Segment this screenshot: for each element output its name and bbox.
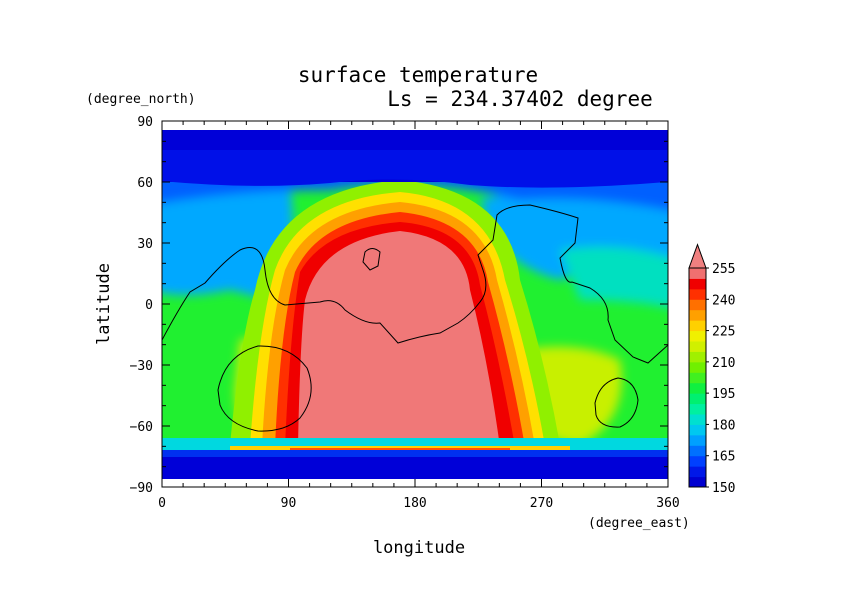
colorbar-tick-label: 225 (712, 325, 735, 340)
heatmap-field (162, 130, 668, 479)
colorbar-tick-label: 150 (712, 481, 735, 496)
colorbar-tick-label: 195 (712, 387, 735, 402)
y-tick-label: 90 (137, 115, 153, 130)
field-polar-edge-red (290, 448, 510, 451)
colorbar-swatch (689, 403, 706, 415)
colorbar-swatch (689, 320, 706, 332)
colorbar-swatch (689, 361, 706, 373)
field-north-cap-edge (162, 150, 668, 188)
chart-title: surface temperature (298, 63, 538, 87)
y-tick-label: −90 (130, 481, 153, 496)
colorbar-tick-label: 180 (712, 418, 735, 433)
colorbar-swatch (689, 351, 706, 363)
colorbar-swatch (689, 330, 706, 342)
contour-island-north (362, 248, 381, 271)
x-tick-label: 0 (158, 496, 166, 511)
axis-ticks (161, 120, 669, 488)
colorbar-swatch (689, 372, 706, 384)
colorbar (688, 243, 707, 488)
x-axis-label: longitude (373, 538, 465, 558)
colorbar-swatch (689, 434, 706, 446)
chart-subtitle: Ls = 234.37402 degree (387, 87, 653, 111)
y-tick-label: −60 (130, 420, 153, 435)
colorbar-swatch (689, 466, 706, 478)
y-unit-label: (degree_north) (86, 92, 196, 107)
colorbar-swatch (689, 476, 706, 488)
colorbar-tick-label: 210 (712, 356, 735, 371)
colorbar-swatch (689, 341, 706, 352)
contour-argyre (217, 345, 312, 432)
y-tick-label: 0 (145, 298, 153, 313)
colorbar-swatch (689, 268, 706, 279)
x-tick-label: 360 (656, 496, 679, 511)
topography-contours (162, 204, 668, 432)
contour-tharsis (162, 204, 668, 364)
colorbar-swatch (689, 445, 706, 457)
colorbar-swatch (689, 299, 706, 311)
colorbar-swatch (689, 414, 706, 425)
x-tick-label: 270 (530, 496, 553, 511)
y-tick-label: 60 (137, 176, 153, 191)
colorbar-swatch (689, 309, 706, 321)
field-south-polar-cap (162, 457, 668, 479)
x-tick-label: 180 (403, 496, 426, 511)
colorbar-swatch (689, 288, 706, 300)
field-west-midlat (162, 185, 293, 300)
x-tick-labels: 0 90 180 270 360 (158, 496, 680, 511)
y-tick-label: 30 (137, 237, 153, 252)
colorbar-swatch (689, 455, 706, 467)
y-tick-label: −30 (130, 359, 153, 374)
contour-hellas (594, 377, 639, 428)
field-core-255 (298, 231, 500, 447)
colorbar-tick-label: 165 (712, 450, 735, 465)
x-tick-label: 90 (281, 496, 297, 511)
colorbar-swatch (689, 382, 706, 394)
colorbar-tick-label: 255 (712, 262, 735, 277)
colorbar-swatch (689, 424, 706, 436)
x-unit-label: (degree_east) (588, 516, 690, 531)
colorbar-labels: 255 240 225 210 195 180 165 150 (706, 262, 735, 496)
colorbar-swatch (689, 278, 706, 290)
field-cyan-east (560, 246, 668, 308)
colorbar-tick-label: 240 (712, 293, 735, 308)
colorbar-swatch (689, 393, 706, 405)
y-axis-label: latitude (94, 263, 114, 345)
y-tick-labels: 90 60 30 0 −30 −60 −90 (130, 115, 153, 496)
colorbar-extend-max (688, 243, 707, 269)
colorbar-frame (688, 267, 707, 488)
